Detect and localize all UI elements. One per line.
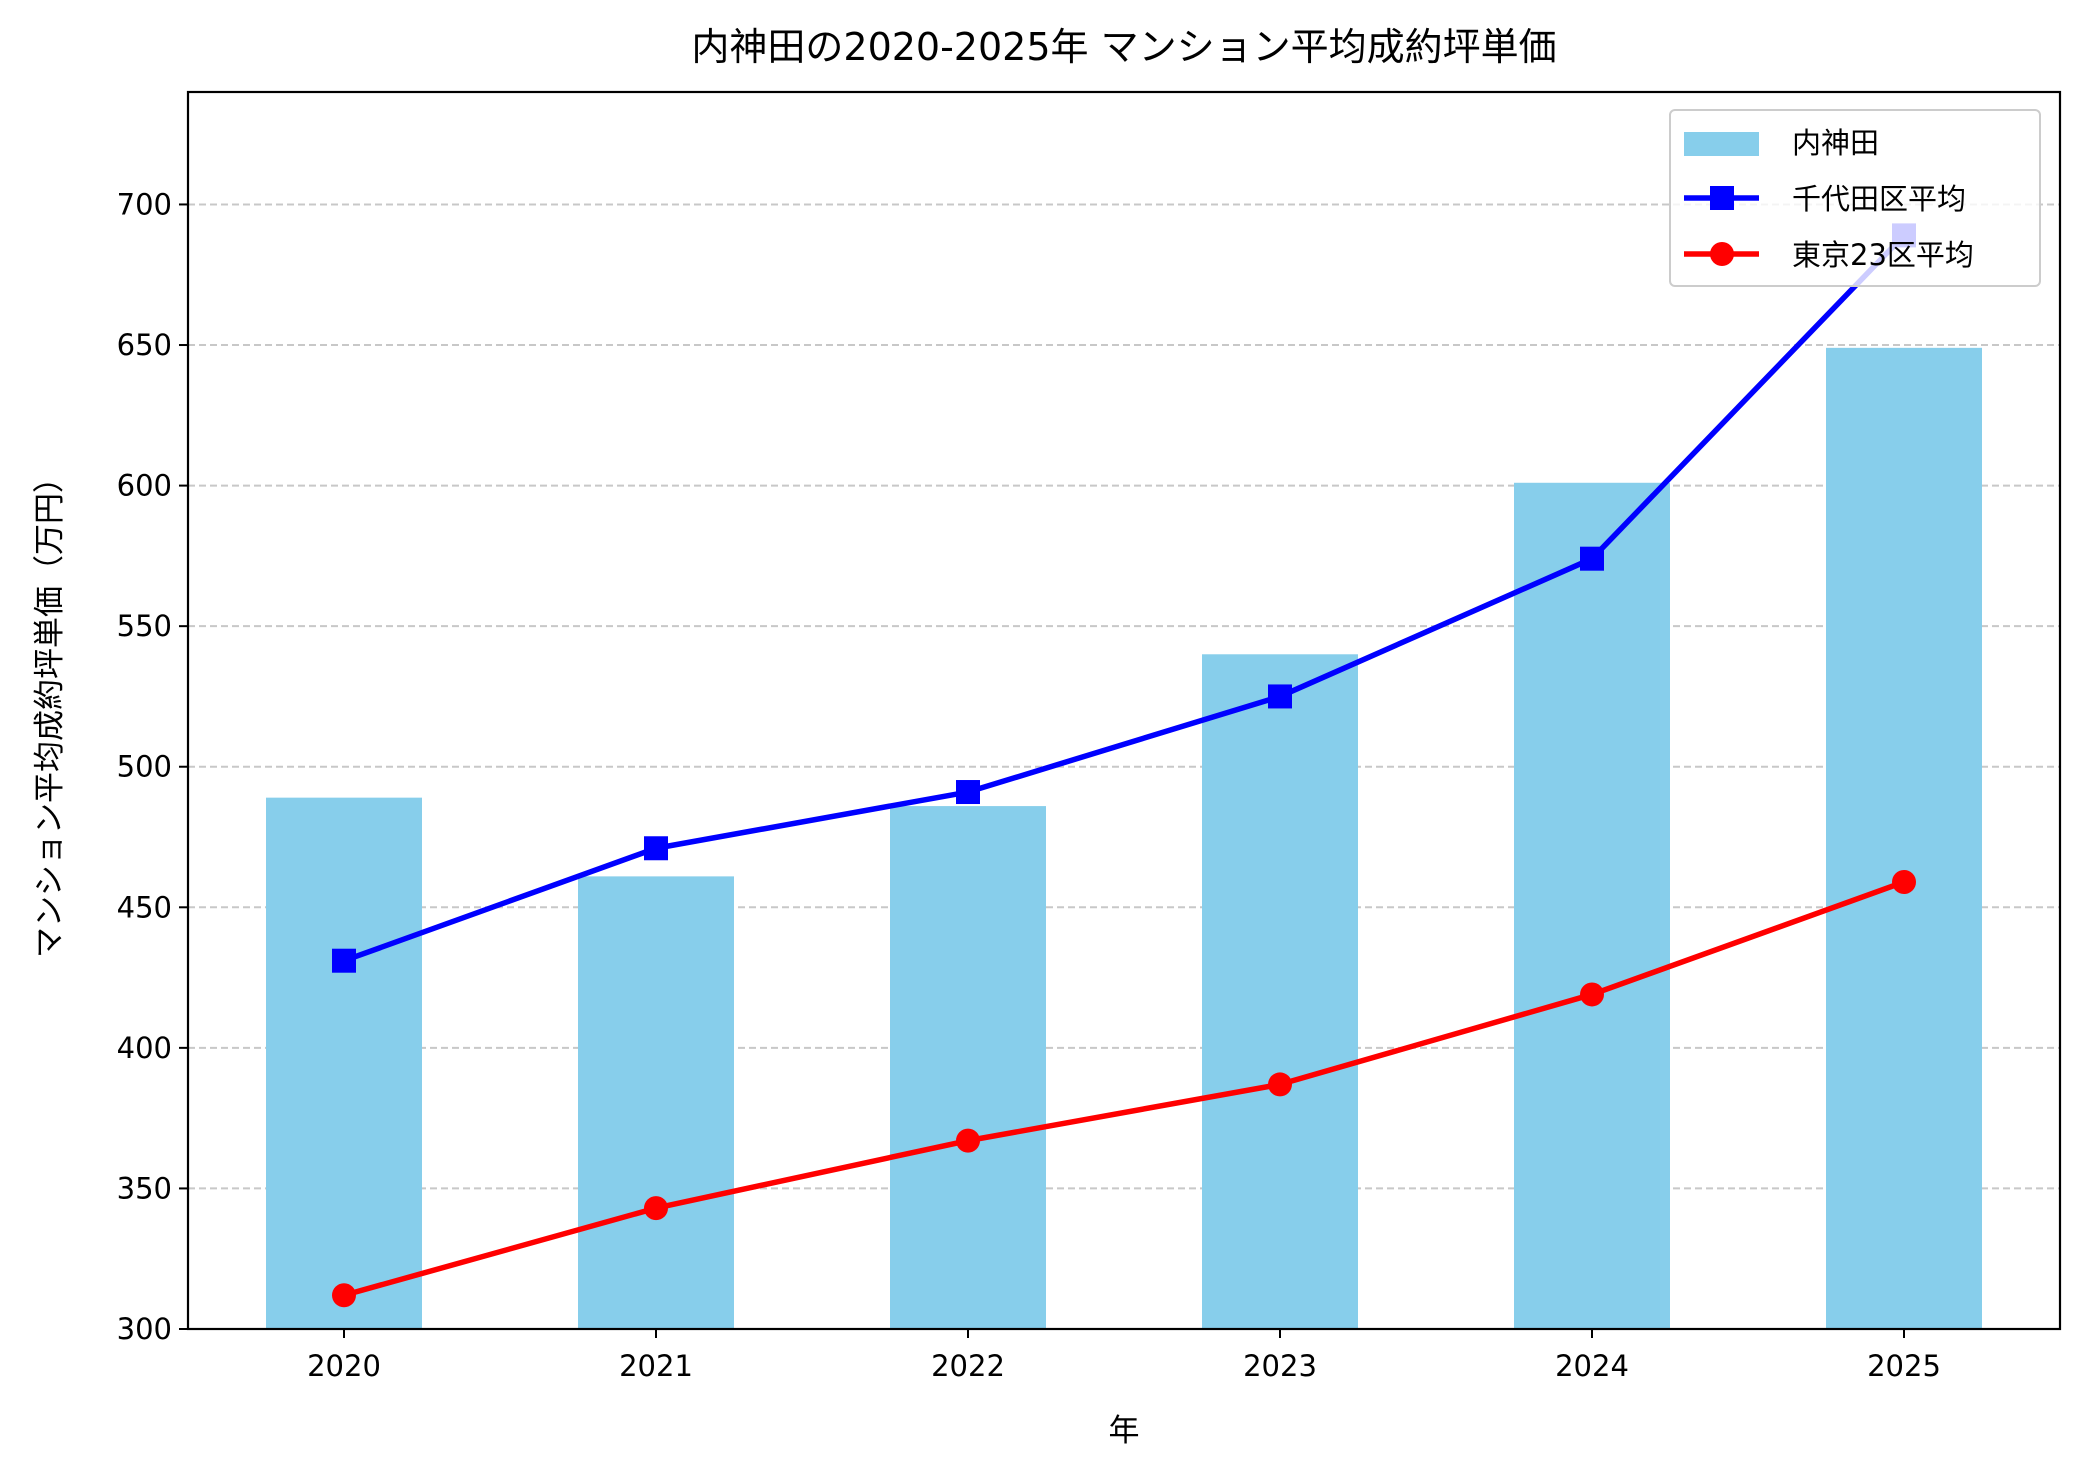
chart-title: 内神田の2020-2025年 マンション平均成約坪単価 [691, 25, 1556, 69]
marker-square-2022 [956, 780, 980, 805]
x-tick-label: 2024 [1555, 1349, 1629, 1383]
y-tick-label: 700 [117, 187, 172, 221]
y-axis-label: マンション平均成約坪単価（万円） [32, 462, 68, 958]
legend-swatch-bar [1684, 132, 1759, 156]
legend-box [1669, 109, 2041, 287]
legend-label: 千代田区平均 [1792, 182, 1966, 216]
legend-label: 東京23区平均 [1792, 238, 1974, 272]
legend-label: 内神田 [1792, 126, 1879, 160]
y-tick-label: 350 [117, 1171, 172, 1205]
y-tick-label: 400 [117, 1031, 172, 1065]
x-tick-label: 2021 [619, 1349, 693, 1383]
y-tick-label: 500 [117, 750, 172, 784]
legend-marker-circle [1710, 242, 1734, 266]
bar-2024 [1514, 482, 1670, 1329]
plot-frame [186, 90, 2062, 1331]
x-tick-label: 2023 [1243, 1349, 1317, 1383]
series-line-1 [343, 233, 1906, 964]
marker-square-2020 [332, 948, 356, 973]
x-tick-label: 2025 [1867, 1349, 1941, 1383]
marker-circle-2021 [644, 1196, 668, 1221]
x-tick-label: 2022 [931, 1349, 1005, 1383]
bars [266, 347, 1982, 1329]
x-axis: 2020 2021 2022 2023 2024 2025 [307, 1329, 1941, 1383]
bar-2023 [1202, 654, 1358, 1329]
marker-circle-2023 [1268, 1072, 1292, 1097]
bar-2025 [1826, 347, 1982, 1329]
y-tick-label: 600 [117, 469, 172, 503]
marker-square-2023 [1268, 684, 1292, 709]
bar-2021 [578, 876, 734, 1329]
y-axis: 300 350 400 450 500 550 600 650 700 [117, 187, 188, 1346]
legend-marker-square [1710, 186, 1734, 210]
bar-2020 [266, 797, 422, 1329]
y-tick-label: 450 [117, 890, 172, 924]
marker-square-2024 [1580, 546, 1604, 571]
lines [332, 223, 1916, 1308]
marker-circle-2022 [956, 1128, 980, 1153]
marker-circle-2024 [1580, 982, 1604, 1007]
x-tick-label: 2020 [307, 1349, 381, 1383]
bar-2022 [890, 806, 1046, 1329]
marker-square-2021 [644, 836, 668, 861]
marker-circle-2025 [1892, 869, 1916, 894]
y-tick-label: 650 [117, 328, 172, 362]
marker-circle-2020 [332, 1283, 356, 1308]
grid [188, 203, 2060, 1190]
y-tick-label: 300 [117, 1312, 172, 1346]
series-line-2 [343, 879, 1905, 1298]
y-tick-label: 550 [117, 609, 172, 643]
x-axis-label: 年 [1109, 1413, 1140, 1449]
